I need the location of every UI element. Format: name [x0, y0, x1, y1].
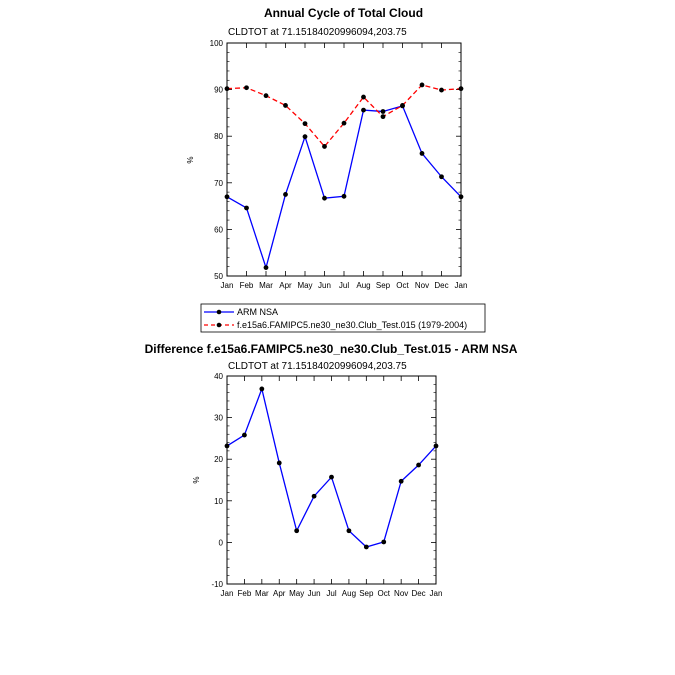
x-tick-label: Aug	[342, 589, 356, 598]
y-tick-label: -10	[211, 580, 223, 589]
y-tick-label: 10	[214, 497, 223, 506]
data-point	[419, 151, 425, 156]
data-point	[346, 528, 352, 534]
chart2-subtitle: CLDTOT at 71.15184020996094,203.75	[228, 361, 407, 372]
series-line-1	[226, 84, 462, 148]
data-point	[302, 121, 308, 127]
data-point	[259, 386, 265, 392]
data-point	[380, 109, 386, 114]
data-point	[224, 443, 230, 449]
data-point	[363, 544, 369, 550]
legend-label-arm: ARM NSA	[237, 307, 278, 317]
x-tick-label: Apr	[273, 589, 286, 598]
x-tick-label: Jul	[339, 281, 349, 290]
data-point	[302, 134, 308, 140]
x-tick-label: Mar	[259, 281, 273, 290]
x-tick-label: Aug	[356, 281, 370, 290]
series-line-0	[226, 105, 462, 270]
x-tick-label: Dec	[411, 589, 425, 598]
data-point	[458, 194, 464, 200]
legend-marker-model	[216, 322, 222, 328]
legend-box	[200, 303, 486, 333]
chart2-ylabel: %	[192, 476, 201, 483]
x-tick-label: Sep	[376, 281, 391, 290]
data-point	[458, 86, 464, 92]
series-line-0	[226, 386, 437, 548]
chart1-ylabel: %	[186, 156, 195, 163]
data-point	[416, 462, 421, 468]
data-point	[224, 86, 230, 92]
x-tick-label: Nov	[415, 281, 429, 290]
legend-marker-arm	[216, 309, 222, 315]
difference-chart: Difference f.e15a6.FAMIPC5.ne30_ne30.Clu…	[145, 342, 518, 598]
x-tick-label: Jan	[221, 281, 234, 290]
data-point	[276, 460, 282, 466]
x-tick-label: Feb	[238, 589, 252, 598]
x-tick-label: Feb	[240, 281, 254, 290]
data-point	[294, 528, 300, 534]
data-point	[244, 85, 249, 91]
data-point	[398, 478, 404, 484]
y-tick-label: 0	[219, 538, 224, 547]
y-tick-label: 70	[214, 179, 223, 188]
y-tick-label: 90	[214, 86, 223, 95]
data-point	[224, 194, 230, 200]
data-point	[283, 103, 288, 108]
data-point	[381, 539, 387, 545]
x-tick-label: Jul	[326, 589, 336, 598]
x-tick-label: Jan	[221, 589, 234, 598]
data-point	[311, 493, 317, 499]
y-tick-label: 80	[214, 132, 223, 141]
x-tick-label: May	[297, 281, 312, 290]
y-tick-label: 50	[214, 272, 223, 281]
data-point	[244, 205, 249, 211]
x-tick-label: Nov	[394, 589, 408, 598]
y-tick-label: 40	[214, 372, 223, 381]
data-point	[400, 103, 405, 108]
annual-cycle-chart: Annual Cycle of Total Cloud CLDTOT at 71…	[186, 6, 486, 333]
data-point	[439, 87, 444, 93]
y-tick-label: 20	[214, 455, 223, 464]
data-point	[283, 192, 288, 197]
y-tick-label: 60	[214, 225, 223, 234]
data-point	[341, 193, 347, 199]
chart1-legend: ARM NSA f.e15a6.FAMIPC5.ne30_ne30.Club_T…	[200, 303, 486, 333]
x-tick-label: Oct	[396, 281, 409, 290]
chart2-title: Difference f.e15a6.FAMIPC5.ne30_ne30.Clu…	[145, 342, 518, 356]
data-point	[419, 82, 425, 88]
data-point	[433, 443, 439, 449]
x-tick-label: May	[289, 589, 304, 598]
data-point	[439, 174, 444, 180]
data-point	[242, 432, 247, 438]
chart2-plot-frame	[226, 375, 437, 585]
data-point	[263, 265, 269, 271]
legend-label-model: f.e15a6.FAMIPC5.ne30_ne30.Club_Test.015 …	[237, 320, 467, 330]
data-point	[322, 144, 327, 149]
x-tick-label: Jun	[318, 281, 331, 290]
chart1-plot-frame	[226, 42, 462, 277]
data-point	[322, 195, 327, 201]
x-tick-label: Oct	[378, 589, 391, 598]
x-tick-label: Mar	[255, 589, 269, 598]
data-point	[263, 93, 269, 99]
data-point	[380, 114, 386, 120]
y-tick-label: 100	[210, 39, 224, 48]
data-point	[341, 120, 347, 126]
y-tick-label: 30	[214, 414, 223, 423]
data-point	[329, 474, 334, 480]
x-tick-label: Jun	[308, 589, 321, 598]
chart1-subtitle: CLDTOT at 71.15184020996094,203.75	[228, 27, 407, 38]
x-tick-label: Apr	[279, 281, 292, 290]
data-point	[361, 94, 366, 100]
x-tick-label: Jan	[430, 589, 443, 598]
x-tick-label: Dec	[434, 281, 448, 290]
x-tick-label: Jan	[455, 281, 468, 290]
data-point	[361, 107, 366, 113]
x-tick-label: Sep	[359, 589, 374, 598]
chart1-title: Annual Cycle of Total Cloud	[264, 6, 423, 20]
